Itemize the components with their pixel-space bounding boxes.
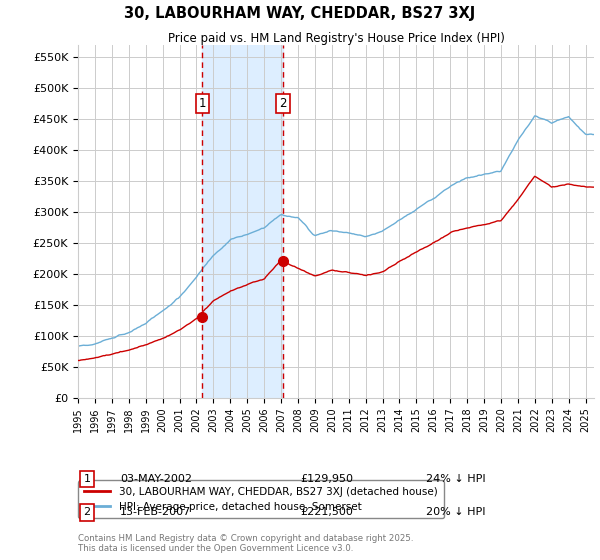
Text: 03-MAY-2002: 03-MAY-2002	[120, 474, 192, 484]
Text: 30, LABOURHAM WAY, CHEDDAR, BS27 3XJ: 30, LABOURHAM WAY, CHEDDAR, BS27 3XJ	[124, 6, 476, 21]
Bar	[202, 45, 283, 398]
Title: Price paid vs. HM Land Registry's House Price Index (HPI): Price paid vs. HM Land Registry's House …	[167, 32, 505, 45]
Text: 1: 1	[199, 97, 206, 110]
Text: 2: 2	[83, 507, 91, 517]
Text: 13-FEB-2007: 13-FEB-2007	[120, 507, 191, 517]
Text: 20% ↓ HPI: 20% ↓ HPI	[426, 507, 485, 517]
Text: Contains HM Land Registry data © Crown copyright and database right 2025.
This d: Contains HM Land Registry data © Crown c…	[78, 534, 413, 553]
Text: £221,500: £221,500	[300, 507, 353, 517]
Text: 24% ↓ HPI: 24% ↓ HPI	[426, 474, 485, 484]
Legend: 30, LABOURHAM WAY, CHEDDAR, BS27 3XJ (detached house), HPI: Average price, detac: 30, LABOURHAM WAY, CHEDDAR, BS27 3XJ (de…	[78, 480, 443, 518]
Text: 2: 2	[279, 97, 287, 110]
Text: 1: 1	[83, 474, 91, 484]
Text: £129,950: £129,950	[300, 474, 353, 484]
